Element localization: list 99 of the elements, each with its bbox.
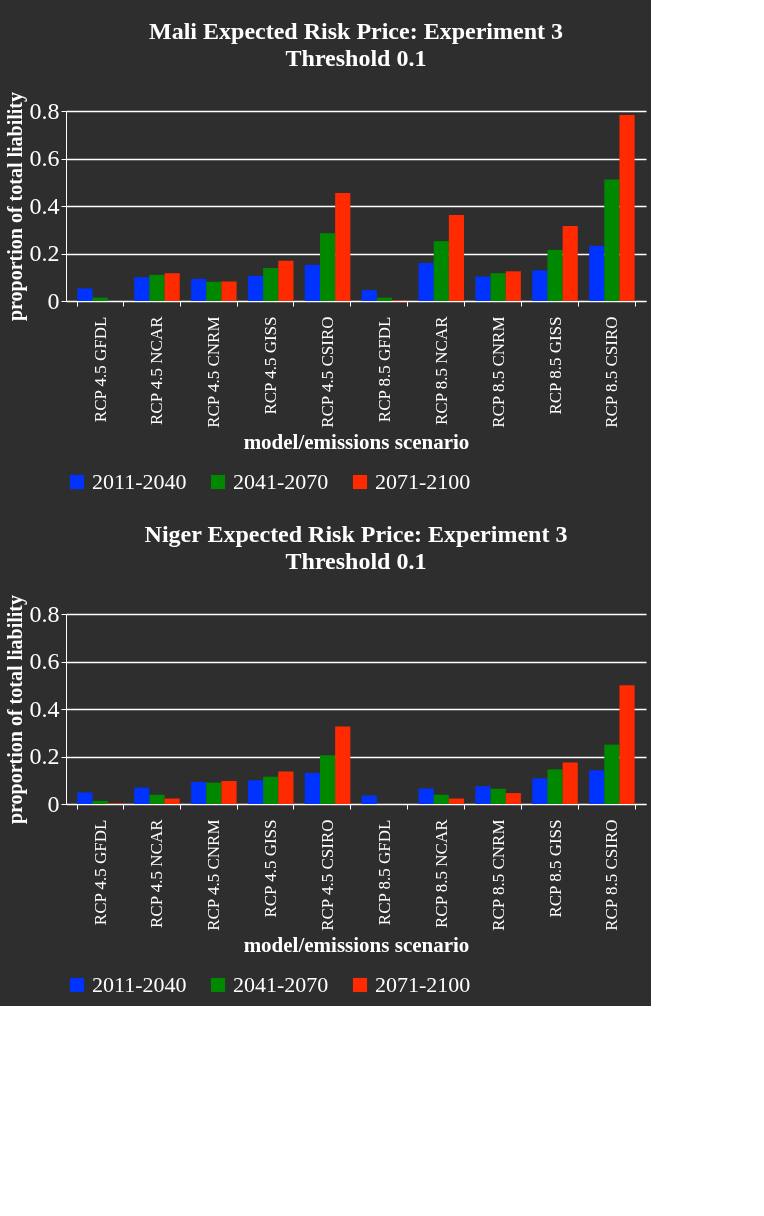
bar [604, 744, 620, 804]
bar [319, 755, 336, 804]
bar [191, 781, 207, 804]
bar [562, 762, 578, 804]
legend-label: 2041-2070 [233, 469, 329, 494]
y-tick-label: 0.8 [29, 600, 60, 627]
x-tick-label: RCP 4.5 NCAR [147, 818, 167, 928]
bar [319, 233, 336, 301]
bar [448, 798, 465, 804]
bar [361, 795, 377, 804]
bar [278, 771, 294, 804]
bar [263, 267, 279, 301]
y-tick-label: 0 [47, 287, 60, 314]
bar [149, 274, 165, 301]
bar [433, 241, 449, 301]
bar [505, 793, 521, 804]
y-tick-label: 0.2 [29, 743, 60, 769]
bar [619, 685, 635, 804]
y-axis-title: proportion of total liability [3, 91, 27, 322]
bar [376, 297, 393, 301]
chart-title: Niger Expected Risk Price: Experiment 3 [144, 521, 568, 548]
y-tick-label: 0.6 [29, 648, 60, 674]
bar [134, 277, 150, 301]
bar [475, 786, 491, 804]
x-tick-label: RCP 8.5 NCAR [431, 818, 451, 928]
chart-subtitle: Threshold 0.1 [285, 548, 427, 575]
bar [532, 778, 548, 804]
x-tick-label: RCP 8.5 GISS [545, 316, 565, 415]
bar [164, 273, 180, 301]
bar [304, 772, 320, 804]
y-tick-label: 0.4 [29, 192, 60, 219]
legend-label: 2071-2100 [375, 972, 471, 997]
bar [77, 288, 93, 301]
bar [335, 726, 351, 804]
x-tick-label: RCP 4.5 GISS [261, 316, 281, 415]
legend-label: 2011-2040 [92, 469, 187, 494]
bar [547, 249, 563, 301]
bar [490, 273, 506, 301]
x-tick-label: RCP 8.5 CNRM [488, 819, 508, 931]
bar [304, 264, 320, 301]
legend-label: 2041-2070 [233, 972, 329, 997]
x-axis-title: model/emissions scenario [243, 430, 470, 455]
chart-title: Mali Expected Risk Price: Experiment 3 [149, 18, 563, 45]
bar [77, 792, 93, 804]
x-tick-label: RCP 4.5 CNRM [204, 819, 224, 931]
bar [278, 260, 294, 301]
y-tick-label: 0.8 [29, 97, 60, 124]
bar [532, 270, 548, 301]
bar [221, 780, 237, 804]
x-tick-label: RCP 8.5 CSIRO [602, 316, 622, 428]
y-axis-title: proportion of total liability [3, 594, 27, 825]
x-tick-label: RCP 4.5 GFDL [90, 316, 110, 423]
x-tick-label: RCP 4.5 CNRM [204, 316, 224, 428]
chart-subtitle: Threshold 0.1 [285, 45, 427, 72]
x-tick-label: RCP 4.5 GISS [261, 819, 281, 918]
bar [92, 297, 108, 301]
bar [418, 263, 434, 301]
bar [206, 281, 222, 301]
bar [247, 780, 264, 804]
bar [149, 794, 165, 804]
y-tick-label: 0.4 [29, 695, 60, 722]
bar [619, 115, 635, 301]
x-tick-label: RCP 4.5 CSIRO [318, 316, 338, 428]
x-tick-label: RCP 8.5 GFDL [374, 316, 394, 423]
bar [164, 798, 180, 804]
x-tick-label: RCP 8.5 GISS [545, 819, 565, 918]
bar [589, 770, 605, 804]
x-tick-label: RCP 4.5 GFDL [90, 819, 110, 926]
bar [418, 788, 434, 804]
bar [505, 271, 521, 301]
x-tick-label: RCP 8.5 CNRM [488, 316, 508, 428]
x-tick-label: RCP 4.5 NCAR [147, 315, 167, 425]
bar [547, 769, 563, 804]
bar [589, 245, 605, 301]
bar [263, 776, 279, 804]
y-tick-label: 0 [47, 790, 60, 817]
y-tick-label: 0.6 [29, 145, 60, 171]
bar [92, 800, 108, 804]
bar [191, 278, 207, 301]
x-tick-label: RCP 8.5 CSIRO [602, 819, 622, 931]
bar [335, 192, 351, 301]
x-tick-label: RCP 8.5 NCAR [431, 315, 451, 425]
bar [433, 794, 449, 804]
bar [247, 275, 264, 301]
x-tick-label: RCP 4.5 CSIRO [318, 819, 338, 931]
legend-label: 2011-2040 [92, 972, 187, 997]
bar [475, 276, 491, 301]
bar [562, 225, 578, 301]
legend-label: 2071-2100 [375, 469, 471, 494]
bar [206, 782, 222, 804]
bar [490, 788, 506, 804]
x-axis-title: model/emissions scenario [243, 933, 470, 958]
y-tick-label: 0.2 [29, 240, 60, 266]
bar [604, 179, 620, 301]
bar [221, 281, 237, 301]
bar [361, 290, 377, 301]
bar [448, 215, 465, 301]
x-tick-label: RCP 8.5 GFDL [374, 819, 394, 926]
bar [134, 787, 150, 804]
